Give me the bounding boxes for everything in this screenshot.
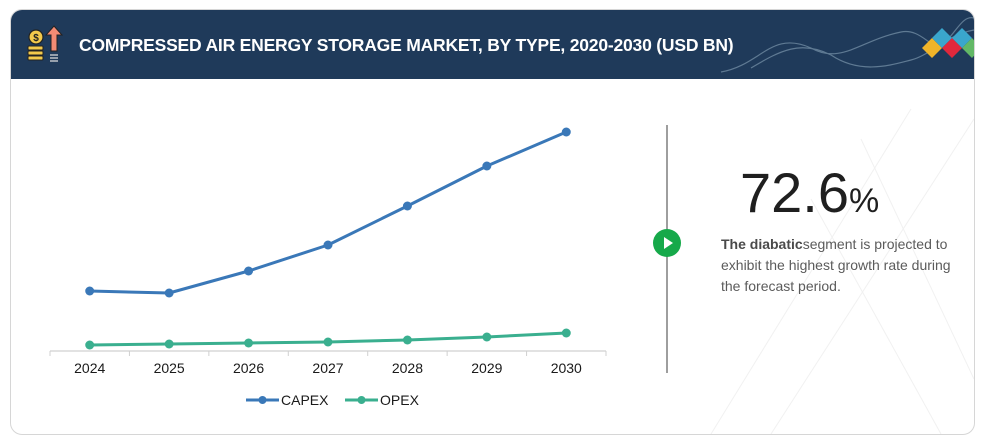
- desc-bold: The diabatic: [721, 236, 803, 252]
- legend-label-capex: CAPEX: [281, 392, 329, 408]
- data-point-opex[interactable]: [482, 332, 492, 342]
- data-point-capex[interactable]: [561, 127, 571, 137]
- money-growth-icon: $: [27, 25, 64, 62]
- chart-card: $ COMPRESSED AIR ENERGY STORAGE MARKET, …: [10, 9, 975, 435]
- series-line-capex: [89, 130, 567, 295]
- data-point-capex[interactable]: [482, 161, 492, 171]
- data-point-capex[interactable]: [244, 266, 254, 276]
- x-tick-label: 2030: [551, 360, 582, 376]
- data-point-opex[interactable]: [402, 335, 412, 345]
- x-tick-label: 2024: [74, 360, 105, 376]
- data-point-opex[interactable]: [85, 340, 95, 350]
- desc-rest: segment is projected to exhibit the high…: [721, 236, 951, 294]
- stat-value: 72.6: [740, 161, 849, 224]
- data-point-capex[interactable]: [323, 240, 333, 250]
- data-point-capex[interactable]: [402, 201, 412, 211]
- legend: CAPEX OPEX: [246, 392, 420, 408]
- data-point-capex[interactable]: [164, 288, 174, 298]
- x-tick-label: 2028: [392, 360, 423, 376]
- x-tick-label: 2025: [154, 360, 185, 376]
- data-point-capex[interactable]: [85, 286, 95, 296]
- svg-text:$: $: [33, 33, 39, 44]
- highlight-description: The diabaticsegment is projected to exhi…: [721, 234, 961, 297]
- stat-unit: %: [849, 182, 880, 220]
- x-tick-label: 2029: [471, 360, 502, 376]
- highlight-stat: 72.6%: [740, 160, 879, 234]
- legend-label-opex: OPEX: [380, 392, 420, 408]
- data-point-opex[interactable]: [561, 328, 571, 338]
- plot-area: [85, 127, 571, 350]
- data-point-opex[interactable]: [244, 338, 254, 348]
- header-bar: $ COMPRESSED AIR ENERGY STORAGE MARKET, …: [11, 10, 974, 79]
- diamond-tiles-logo: [720, 17, 974, 73]
- data-point-opex[interactable]: [164, 339, 174, 349]
- x-tick-label: 2027: [312, 360, 343, 376]
- data-point-opex[interactable]: [323, 337, 333, 347]
- play-icon[interactable]: [653, 229, 681, 257]
- x-tick-label: 2026: [233, 360, 264, 376]
- legend-swatch-marker: [357, 396, 366, 404]
- legend-swatch-marker: [258, 396, 267, 404]
- x-axis: 2024 2025 2026 2027 2028 2029 2030: [49, 350, 607, 376]
- chart-title: COMPRESSED AIR ENERGY STORAGE MARKET, BY…: [79, 35, 734, 55]
